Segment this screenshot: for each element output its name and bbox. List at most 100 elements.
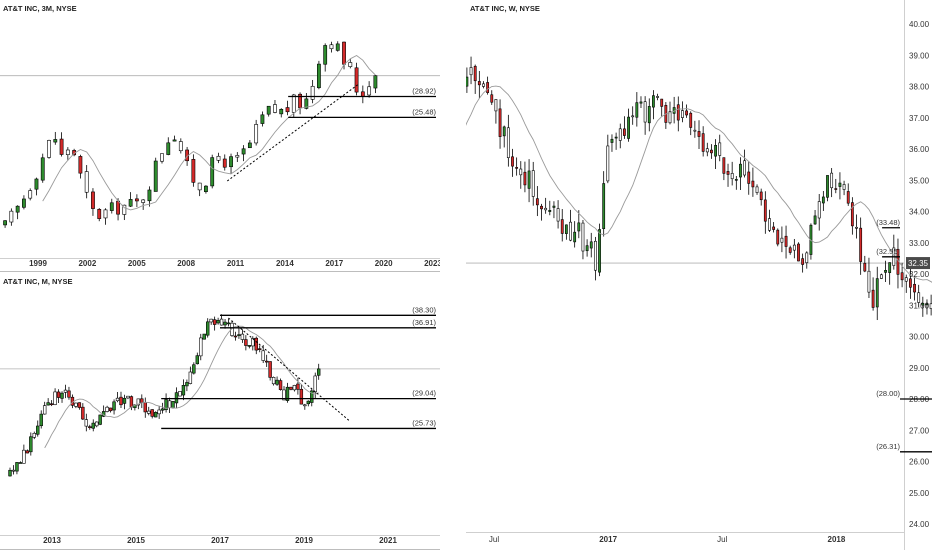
candle-body bbox=[22, 449, 26, 464]
candle-body bbox=[251, 338, 255, 347]
candle-body bbox=[929, 303, 932, 309]
candle-body bbox=[527, 170, 531, 189]
candle-body bbox=[195, 355, 200, 365]
candle-body bbox=[97, 208, 102, 219]
candle-body bbox=[84, 171, 89, 193]
candle-body bbox=[647, 106, 651, 124]
candle-body bbox=[917, 292, 921, 303]
x-tick-label: 2017 bbox=[599, 535, 617, 544]
x-tick-label: 2015 bbox=[127, 536, 145, 545]
y-tick-label: 32.00 bbox=[909, 270, 930, 279]
y-tick-label: 40.00 bbox=[909, 20, 930, 29]
candle-body bbox=[141, 199, 146, 203]
candle-body bbox=[908, 278, 912, 288]
candle-body bbox=[166, 142, 171, 155]
candle-body bbox=[763, 199, 767, 222]
candle-body bbox=[271, 377, 276, 385]
candle-body bbox=[354, 67, 359, 93]
candle-body bbox=[42, 405, 47, 415]
candle-body bbox=[285, 386, 290, 401]
candle-body bbox=[531, 170, 535, 197]
x-tick-label: 2008 bbox=[177, 259, 195, 268]
candle-body bbox=[84, 419, 89, 427]
candle-body bbox=[834, 188, 838, 190]
candle-body bbox=[751, 180, 755, 188]
level-label: (33.48) bbox=[876, 218, 900, 227]
candle-body bbox=[258, 348, 262, 350]
candle-body bbox=[39, 413, 43, 427]
candle-body bbox=[797, 243, 800, 262]
candle-body bbox=[486, 82, 490, 93]
candle-body bbox=[768, 218, 771, 231]
trendline[interactable] bbox=[228, 317, 351, 422]
candle-body bbox=[235, 155, 240, 158]
candle-body bbox=[81, 406, 85, 420]
candle-body bbox=[689, 112, 693, 128]
candle-body bbox=[859, 227, 863, 262]
candle-body bbox=[157, 409, 161, 415]
candle-body bbox=[482, 83, 485, 87]
candle-body bbox=[863, 262, 867, 272]
candle-body bbox=[850, 202, 854, 227]
candle-body bbox=[515, 167, 519, 169]
candle-body bbox=[776, 229, 780, 245]
candle-body bbox=[254, 124, 259, 144]
candle-body bbox=[734, 179, 738, 181]
candle-body bbox=[540, 205, 543, 210]
candle-body bbox=[74, 402, 78, 407]
candle-body bbox=[921, 302, 925, 306]
chart-quarterly: AT&T INC, 3M, NYSE4.008.0012.0016.0020.0… bbox=[0, 0, 466, 272]
candle-body bbox=[913, 283, 916, 293]
candle-body bbox=[53, 139, 58, 143]
candle-body bbox=[136, 398, 141, 406]
candle-body bbox=[714, 144, 717, 157]
candle-body bbox=[103, 209, 108, 219]
y-tick-label: 33.00 bbox=[909, 239, 930, 248]
candle-body bbox=[498, 108, 502, 137]
level-label: (25.73) bbox=[412, 418, 436, 427]
candle-body bbox=[373, 75, 378, 89]
current-price-label: 32.35 bbox=[908, 259, 929, 268]
candle-body bbox=[826, 175, 829, 198]
x-tick-label: 2011 bbox=[227, 259, 245, 268]
candle-body bbox=[739, 163, 742, 178]
candle-body bbox=[204, 185, 208, 192]
candle-body bbox=[805, 252, 809, 264]
candle-body bbox=[564, 224, 568, 234]
y-tick-label: 31.00 bbox=[909, 301, 930, 310]
moving-average-line bbox=[429, 85, 932, 283]
candle-body bbox=[469, 67, 473, 76]
y-tick-label: 37.00 bbox=[909, 114, 930, 123]
candle-body bbox=[240, 333, 245, 340]
candle-body bbox=[631, 115, 635, 118]
candle-body bbox=[904, 277, 908, 282]
candle-body bbox=[660, 98, 664, 107]
candle-body bbox=[150, 409, 154, 417]
candle-body bbox=[247, 345, 252, 347]
moving-average-line bbox=[44, 325, 319, 449]
candles bbox=[3, 41, 378, 228]
candle-body bbox=[813, 215, 817, 225]
candle-body bbox=[743, 160, 747, 176]
candle-body bbox=[160, 408, 165, 411]
candle-body bbox=[88, 426, 92, 428]
candle-body bbox=[53, 391, 57, 405]
candle-body bbox=[160, 153, 164, 162]
trendline[interactable] bbox=[226, 83, 360, 182]
candle-body bbox=[705, 148, 709, 153]
chart-title: AT&T INC, W, NYSE bbox=[470, 4, 540, 13]
candle-body bbox=[147, 410, 151, 414]
chart-weekly: AT&T INC, W, NYSE24.0025.0026.0027.0028.… bbox=[378, 0, 932, 550]
candle-body bbox=[329, 44, 334, 50]
candle-body bbox=[755, 186, 759, 193]
candle-body bbox=[792, 244, 796, 251]
candle-body bbox=[602, 183, 606, 230]
candle-body bbox=[261, 350, 265, 361]
candle-body bbox=[303, 404, 307, 407]
candle-body bbox=[614, 136, 618, 139]
candle-body bbox=[237, 334, 241, 336]
candle-body bbox=[122, 204, 127, 215]
candle-body bbox=[22, 198, 26, 208]
candle-body bbox=[128, 199, 133, 207]
y-tick-label: 26.00 bbox=[909, 458, 930, 467]
